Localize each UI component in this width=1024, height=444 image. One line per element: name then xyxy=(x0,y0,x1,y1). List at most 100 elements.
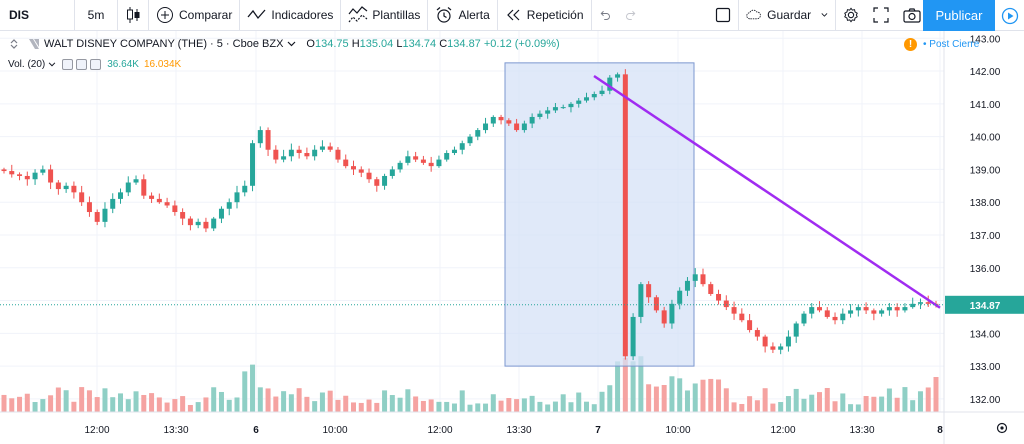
symbol-label: DIS xyxy=(9,8,30,22)
candle-body xyxy=(218,208,224,219)
close-label: C xyxy=(439,38,448,50)
candle-body xyxy=(599,90,605,95)
snapshot-button[interactable] xyxy=(896,0,928,31)
post-market-label: • Post Cierre xyxy=(923,39,980,50)
candle-body xyxy=(708,284,714,294)
volume-label[interactable]: Vol. (20) xyxy=(8,59,46,70)
candle-body xyxy=(483,123,489,131)
volume-bar xyxy=(24,393,30,412)
publish-button[interactable]: Publicar xyxy=(923,0,995,31)
volume-bar xyxy=(366,399,372,412)
y-tick-label: 141.00 xyxy=(970,100,1001,111)
post-market-badge[interactable]: ! • Post Cierre xyxy=(904,38,979,51)
chart-grid xyxy=(0,31,944,412)
volume-bar xyxy=(17,396,23,412)
candle-body xyxy=(638,284,644,317)
volume-bar xyxy=(498,400,504,412)
replay-button[interactable]: Repetición xyxy=(498,0,591,31)
interval-button[interactable]: 5m xyxy=(75,0,117,31)
y-tick-label: 138.00 xyxy=(970,198,1001,209)
volume-bar xyxy=(149,393,155,412)
x-tick-label: 12:00 xyxy=(84,425,109,436)
camera-icon xyxy=(903,8,921,23)
fullscreen-button[interactable] xyxy=(866,0,896,31)
symbol-search[interactable]: DIS xyxy=(0,0,74,31)
candle-body xyxy=(669,303,675,324)
volume-bar xyxy=(832,401,838,412)
y-tick-label: 142.00 xyxy=(970,67,1001,78)
candle-body xyxy=(793,323,799,337)
x-tick-label: 10:00 xyxy=(322,425,347,436)
candle-body xyxy=(459,143,465,150)
save-button[interactable]: Guardar xyxy=(739,0,835,31)
volume-bar xyxy=(785,396,791,412)
templates-button[interactable]: Plantillas xyxy=(341,0,427,31)
indicators-button[interactable]: Indicadores xyxy=(240,0,340,31)
candle-body xyxy=(684,280,690,291)
volume-bar xyxy=(708,378,714,412)
volume-bar xyxy=(521,398,527,412)
layout-button[interactable] xyxy=(708,0,738,31)
y-tick-label: 139.00 xyxy=(970,165,1001,176)
sidebar-toggle-button[interactable] xyxy=(995,0,1024,31)
alert-button[interactable]: Alerta xyxy=(428,0,496,31)
candle-body xyxy=(677,290,683,304)
trend-line-drawing xyxy=(593,74,941,309)
candle-body xyxy=(358,169,364,173)
candle-body xyxy=(576,100,582,104)
candle-body xyxy=(281,156,287,160)
y-tick-label: 136.00 xyxy=(970,264,1001,275)
alarm-clock-icon xyxy=(437,7,452,23)
candle-body xyxy=(17,174,23,176)
volume-bar xyxy=(319,392,325,412)
top-toolbar: DIS 5m Comparar Indicadores Plantillas A… xyxy=(0,0,1024,31)
chevron-down-icon[interactable] xyxy=(287,41,296,47)
candle-body xyxy=(436,159,442,167)
price-chart[interactable]: 143.00 142.00 141.00 140.00 139.00 138.00 137.… xyxy=(0,31,1024,444)
chart-type-button[interactable] xyxy=(118,0,148,31)
y-tick-label: 140.00 xyxy=(970,133,1001,144)
volume-bar xyxy=(94,397,100,412)
save-label: Guardar xyxy=(767,8,812,22)
undo-button[interactable] xyxy=(592,0,618,31)
volume-bar xyxy=(747,396,753,412)
volume-bar xyxy=(335,399,341,412)
collapse-arrows-icon[interactable] xyxy=(8,38,20,50)
x-tick-label: 8 xyxy=(937,425,943,436)
series-title[interactable]: WALT DISNEY COMPANY (THE) · 5 · Cboe BZX xyxy=(44,38,284,50)
volume-bar xyxy=(459,390,465,412)
y-tick-label: 134.00 xyxy=(970,329,1001,340)
volume-bar xyxy=(133,391,139,412)
volume-ma-value: 16.034K xyxy=(143,59,182,70)
remove-square-icon[interactable] xyxy=(90,59,102,70)
current-price-badge xyxy=(945,295,1024,314)
volume-bar xyxy=(32,402,38,412)
volume-bar xyxy=(118,393,123,412)
volume-bar xyxy=(483,403,489,412)
open-label: O xyxy=(306,38,315,50)
toolbar-divider xyxy=(427,0,429,31)
candle-body xyxy=(63,185,69,190)
volume-bar xyxy=(48,395,54,412)
volume-bar xyxy=(762,388,768,412)
candle-body xyxy=(537,113,543,117)
redo-button[interactable] xyxy=(618,0,644,31)
settings-button[interactable] xyxy=(836,0,866,31)
candle-body xyxy=(133,179,139,183)
candle-body xyxy=(32,172,38,180)
volume-bar xyxy=(312,401,318,412)
volume-bar xyxy=(545,404,551,412)
candlesticks xyxy=(1,69,939,361)
y-tick-label: 137.00 xyxy=(970,231,1001,242)
chevron-down-icon[interactable] xyxy=(48,62,56,67)
y-tick-label: 133.00 xyxy=(970,362,1001,373)
candle-body xyxy=(187,218,193,226)
volume-bar xyxy=(506,398,512,412)
candle-body xyxy=(506,120,512,124)
settings-square-icon[interactable] xyxy=(76,59,88,70)
volume-bar xyxy=(226,399,232,412)
volume-legend: Vol. (20) 36.64K 16.034K xyxy=(8,59,181,70)
compare-button[interactable]: Comparar xyxy=(149,0,239,31)
play-circle-icon xyxy=(1001,7,1018,24)
visibility-icon[interactable] xyxy=(62,59,74,70)
